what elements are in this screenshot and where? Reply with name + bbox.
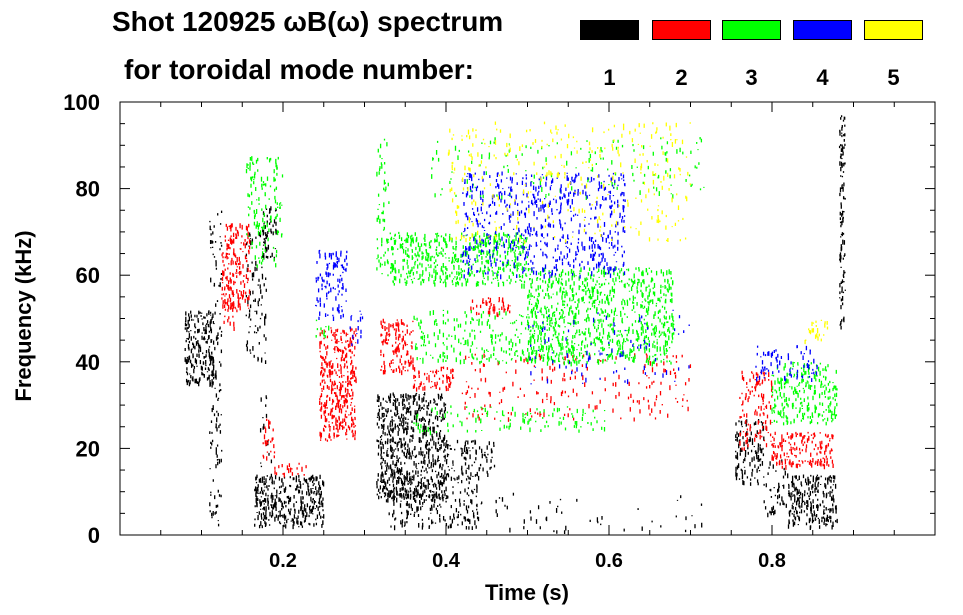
mode-3-feature-1 xyxy=(245,156,284,268)
mode-1-feature-13 xyxy=(763,459,797,518)
mode-2-feature-8 xyxy=(470,297,511,318)
y-tick-label: 0 xyxy=(88,523,100,548)
plot-frame xyxy=(119,101,936,536)
mode-4-feature-2 xyxy=(349,310,364,346)
mode-2-feature-6 xyxy=(380,318,414,376)
mode-1-feature-12 xyxy=(787,474,838,530)
mode-2-feature-11 xyxy=(771,431,834,470)
mode-2-feature-10 xyxy=(739,370,773,451)
mode-1-feature-4 xyxy=(254,474,325,530)
mode-1-feature-2 xyxy=(209,210,223,527)
x-tick-label: 0.4 xyxy=(432,550,461,572)
chart-title: Shot 120925 ωB(ω) spectrum xyxy=(112,6,504,37)
series-mode-5 xyxy=(447,121,829,345)
mode-1-feature-9 xyxy=(445,439,496,477)
mode-3-feature-4 xyxy=(389,231,529,289)
mode-2-feature-7 xyxy=(412,366,455,392)
x-tick-label: 0.8 xyxy=(758,550,786,572)
y-tick-label: 20 xyxy=(76,436,100,461)
mode-3-feature-2 xyxy=(315,319,330,339)
x-tick-label: 0.6 xyxy=(595,550,623,572)
legend-swatch-mode-1 xyxy=(580,20,639,40)
mode-2-feature-5 xyxy=(319,327,357,442)
mode-3-feature-6 xyxy=(413,309,576,366)
legend-label-mode-5: 5 xyxy=(887,65,900,90)
axis-ticks: 0.2 0.4 0.6 0.8 0 20 40 60 80 100 xyxy=(63,90,935,572)
y-tick-label: 100 xyxy=(63,90,100,115)
legend-swatch-mode-2 xyxy=(652,20,711,40)
mode-2-feature-1 xyxy=(221,223,251,313)
mode-1-feature-10 xyxy=(480,492,703,534)
mode-3-feature-3 xyxy=(376,138,390,277)
legend-swatch-mode-5 xyxy=(864,20,923,40)
y-axis-label: Frequency (kHz) xyxy=(11,230,36,401)
mode-2-feature-3 xyxy=(262,418,276,461)
y-tick-label: 40 xyxy=(76,350,100,375)
series-mode-1 xyxy=(184,115,846,534)
legend-label-mode-2: 2 xyxy=(675,65,688,90)
mode-4-feature-4 xyxy=(528,309,690,385)
mode-2-feature-2 xyxy=(221,284,235,331)
series-mode-3 xyxy=(245,137,838,436)
mode-4-feature-5 xyxy=(755,345,818,382)
y-tick-label: 80 xyxy=(76,177,100,202)
mode-4-feature-1 xyxy=(315,249,348,321)
mode-1-feature-14 xyxy=(838,115,846,330)
legend-label-mode-3: 3 xyxy=(745,65,758,90)
legend-label-mode-4: 4 xyxy=(816,65,829,90)
x-tick-label: 0.2 xyxy=(269,550,297,572)
mode-4-feature-3 xyxy=(461,171,626,280)
y-tick-label: 60 xyxy=(76,263,100,288)
mode-1-feature-1 xyxy=(184,310,215,387)
legend-caption: for toroidal mode number: xyxy=(124,54,474,85)
mode-3-feature-8 xyxy=(771,361,838,426)
x-axis-label: Time (s) xyxy=(485,580,569,605)
spectrum-marks xyxy=(184,115,846,534)
mode-3-feature-7 xyxy=(413,405,606,436)
legend-label-mode-1: 1 xyxy=(603,65,616,90)
series-mode-4 xyxy=(315,171,818,385)
mode-5-feature-1 xyxy=(447,121,691,245)
legend-swatch-mode-4 xyxy=(793,20,852,40)
mode-2-feature-4 xyxy=(274,462,307,478)
legend-swatch-mode-3 xyxy=(722,20,781,40)
mode-5-feature-2 xyxy=(804,319,829,345)
